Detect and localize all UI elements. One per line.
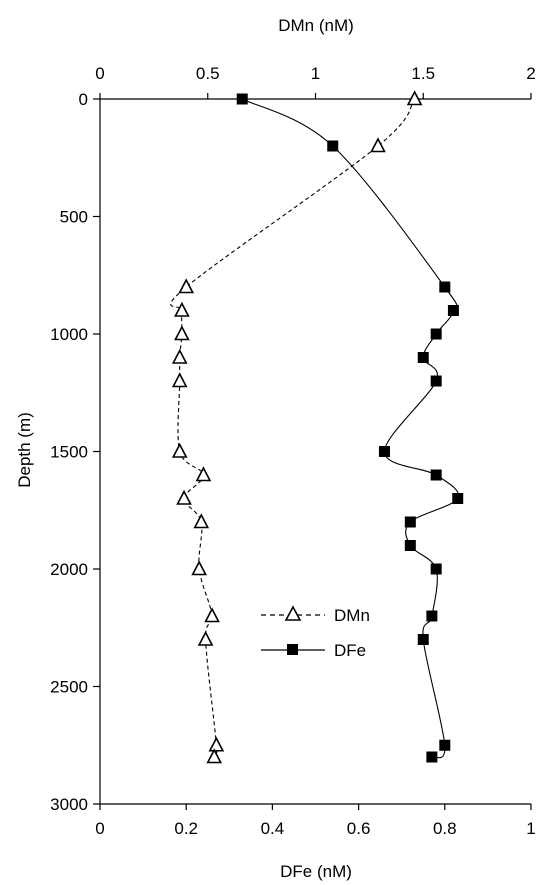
y-tick-label: 500	[60, 208, 88, 227]
y-tick-label: 3000	[50, 795, 88, 814]
data-point-dmn	[171, 372, 188, 388]
data-point-dmn	[406, 90, 423, 106]
bottom-tick-label: 0.8	[433, 819, 457, 838]
y-axis-title: Depth (m)	[15, 412, 34, 488]
y-tick-label: 1500	[50, 443, 88, 462]
data-point-dfe	[447, 305, 459, 316]
data-point-dfe	[426, 751, 438, 763]
data-point-dfe	[378, 446, 390, 457]
bottom-tick-label: 0.6	[347, 819, 371, 838]
bottom-axis-title: DFe (nM)	[280, 862, 352, 881]
data-point-dfe	[439, 739, 451, 751]
data-point-dmn	[178, 278, 195, 294]
data-point-dfe	[439, 281, 451, 293]
bottom-tick-label: 0.2	[174, 819, 198, 838]
bottom-tick-label: 0.4	[261, 819, 285, 838]
legend-dfe-label: DFe	[334, 641, 366, 660]
y-axis-ticks: 0 500 1000 1500 2000 2500 3000	[50, 90, 100, 814]
data-point-dfe	[327, 140, 339, 152]
top-tick-label: 0	[95, 64, 104, 83]
data-point-dfe	[430, 375, 442, 387]
top-axis-title: DMn (nM)	[278, 16, 354, 35]
data-point-dfe	[452, 493, 464, 504]
data-point-dfe	[404, 540, 416, 551]
data-point-dmn	[197, 630, 214, 646]
data-point-dfe	[430, 328, 442, 340]
data-point-dmn	[174, 301, 190, 317]
top-tick-label: 0.5	[196, 64, 220, 83]
data-point-dmn	[191, 560, 207, 576]
data-point-dfe	[236, 93, 248, 105]
data-point-dmn	[208, 736, 225, 752]
data-point-dfe	[430, 563, 442, 575]
data-point-dmn	[176, 489, 192, 505]
data-point-dmn	[370, 137, 386, 153]
bottom-tick-label: 0	[95, 819, 104, 838]
y-tick-label: 2000	[50, 560, 88, 579]
data-point-dmn	[195, 466, 212, 482]
data-point-dmn	[206, 748, 223, 764]
bottom-tick-label: 1	[526, 819, 535, 838]
legend: DMn DFe	[261, 605, 370, 660]
top-axis-ticks: 0 0.5 1 1.5 2	[95, 64, 536, 99]
data-point-dmn	[174, 325, 190, 341]
series-layer	[170, 90, 464, 764]
data-point-dfe	[426, 610, 438, 622]
data-point-dfe	[404, 516, 416, 528]
data-point-dmn	[171, 442, 188, 458]
bottom-axis-ticks: 0 0.2 0.4 0.6 0.8 1	[95, 804, 536, 838]
data-point-dfe	[417, 634, 429, 645]
y-tick-label: 2500	[50, 678, 88, 697]
y-tick-label: 0	[79, 90, 88, 109]
legend-dmn-label: DMn	[334, 606, 370, 625]
data-point-dmn	[193, 513, 210, 529]
top-tick-label: 1	[311, 64, 320, 83]
data-point-dfe	[430, 469, 442, 481]
top-tick-label: 1.5	[411, 64, 435, 83]
data-point-dmn	[204, 607, 220, 623]
top-tick-label: 2	[526, 64, 535, 83]
data-point-dmn	[171, 348, 188, 364]
y-tick-label: 1000	[50, 325, 88, 344]
legend-dmn-marker	[284, 605, 302, 621]
legend-dfe-marker	[287, 644, 298, 655]
data-point-dfe	[417, 352, 429, 363]
